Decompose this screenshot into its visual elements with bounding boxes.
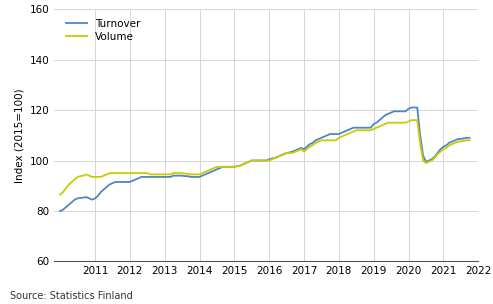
Turnover: [57, 209, 63, 213]
Turnover: [272, 156, 278, 160]
Volume: [272, 156, 278, 160]
Turnover: [409, 106, 415, 109]
Text: Source: Statistics Finland: Source: Statistics Finland: [10, 291, 133, 301]
Line: Volume: Volume: [60, 120, 469, 195]
Turnover: [182, 174, 188, 178]
Volume: [466, 139, 472, 142]
Volume: [423, 161, 429, 165]
Legend: Turnover, Volume: Turnover, Volume: [64, 17, 142, 43]
Volume: [254, 159, 260, 162]
Volume: [316, 140, 321, 143]
Turnover: [466, 136, 472, 140]
Line: Turnover: Turnover: [60, 108, 469, 211]
Y-axis label: Index (2015=100): Index (2015=100): [14, 88, 24, 183]
Turnover: [324, 133, 330, 137]
Turnover: [423, 160, 429, 164]
Volume: [57, 193, 63, 196]
Turnover: [316, 137, 321, 141]
Volume: [409, 118, 415, 122]
Volume: [324, 139, 330, 142]
Turnover: [254, 159, 260, 162]
Volume: [182, 172, 188, 175]
